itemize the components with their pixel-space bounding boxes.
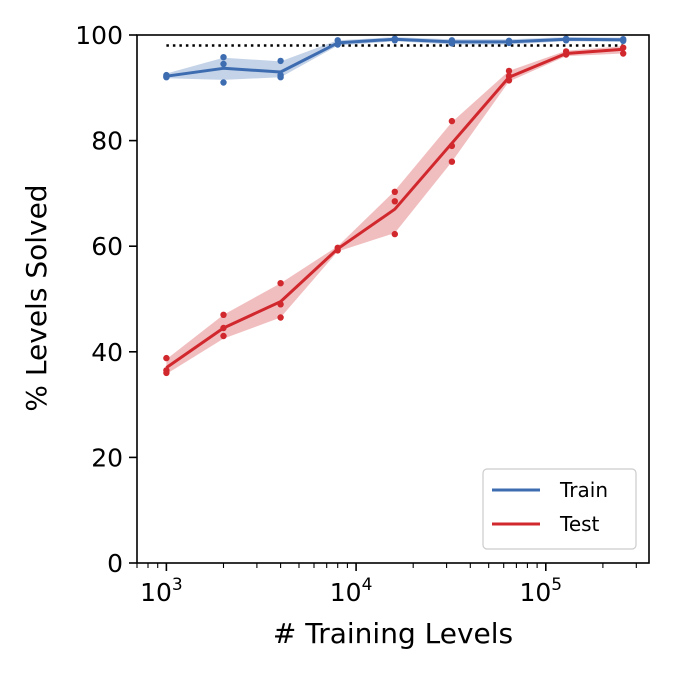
- point-test-15: [448, 142, 456, 150]
- point-test-13: [391, 230, 398, 238]
- y-tick-label-60: 60: [91, 232, 123, 261]
- point-test-4: [220, 324, 227, 332]
- point-test-14: [448, 117, 456, 125]
- axes: 0 20 40 60 80 100 103 104 105: [75, 21, 650, 607]
- point-test-22: [620, 44, 627, 51]
- point-train-12: [391, 37, 398, 44]
- point-test-8: [277, 314, 284, 321]
- band-train: [166, 37, 624, 80]
- x-tick-label-4: 104: [330, 575, 373, 607]
- point-test-19: [505, 77, 513, 84]
- point-test-11: [391, 188, 398, 195]
- point-test-5: [220, 332, 227, 340]
- point-train-16: [505, 39, 513, 47]
- point-train-8: [277, 74, 284, 81]
- y-tick-label-20: 20: [91, 443, 123, 472]
- x-tick-label-3: 103: [140, 575, 183, 607]
- point-train-5: [220, 79, 227, 86]
- point-train-6: [277, 57, 284, 65]
- y-tick-label-0: 0: [107, 549, 123, 578]
- x-tick-label-5: 105: [519, 575, 562, 607]
- point-test-17: [505, 67, 513, 75]
- point-test-7: [277, 301, 284, 308]
- point-train-10: [334, 41, 341, 48]
- y-axis-title: % Levels Solved: [20, 184, 53, 411]
- point-test-2: [163, 369, 170, 377]
- y-tick-label-40: 40: [91, 338, 123, 367]
- point-test-6: [277, 280, 284, 287]
- point-test-3: [220, 311, 227, 318]
- legend-label-test: Test: [559, 512, 600, 536]
- point-test-0: [163, 354, 170, 362]
- point-train-4: [220, 60, 227, 68]
- y-tick-label-80: 80: [91, 127, 123, 156]
- point-train-14: [448, 40, 456, 47]
- point-train-3: [220, 54, 227, 61]
- y-tick-label-100: 100: [75, 21, 123, 50]
- point-train-2: [163, 73, 170, 80]
- point-train-20: [620, 37, 627, 44]
- legend-label-train: Train: [559, 478, 608, 502]
- x-axis-title: # Training Levels: [273, 617, 513, 650]
- point-test-10: [334, 247, 341, 254]
- point-train-18: [562, 37, 570, 44]
- point-test-12: [391, 198, 398, 205]
- line-test: [165, 47, 624, 369]
- legend: Train Test: [482, 468, 637, 550]
- point-test-21: [562, 51, 570, 58]
- point-test-23: [620, 50, 627, 57]
- plot-frame: [136, 34, 650, 564]
- point-test-16: [448, 158, 456, 165]
- plot-area: [163, 35, 627, 377]
